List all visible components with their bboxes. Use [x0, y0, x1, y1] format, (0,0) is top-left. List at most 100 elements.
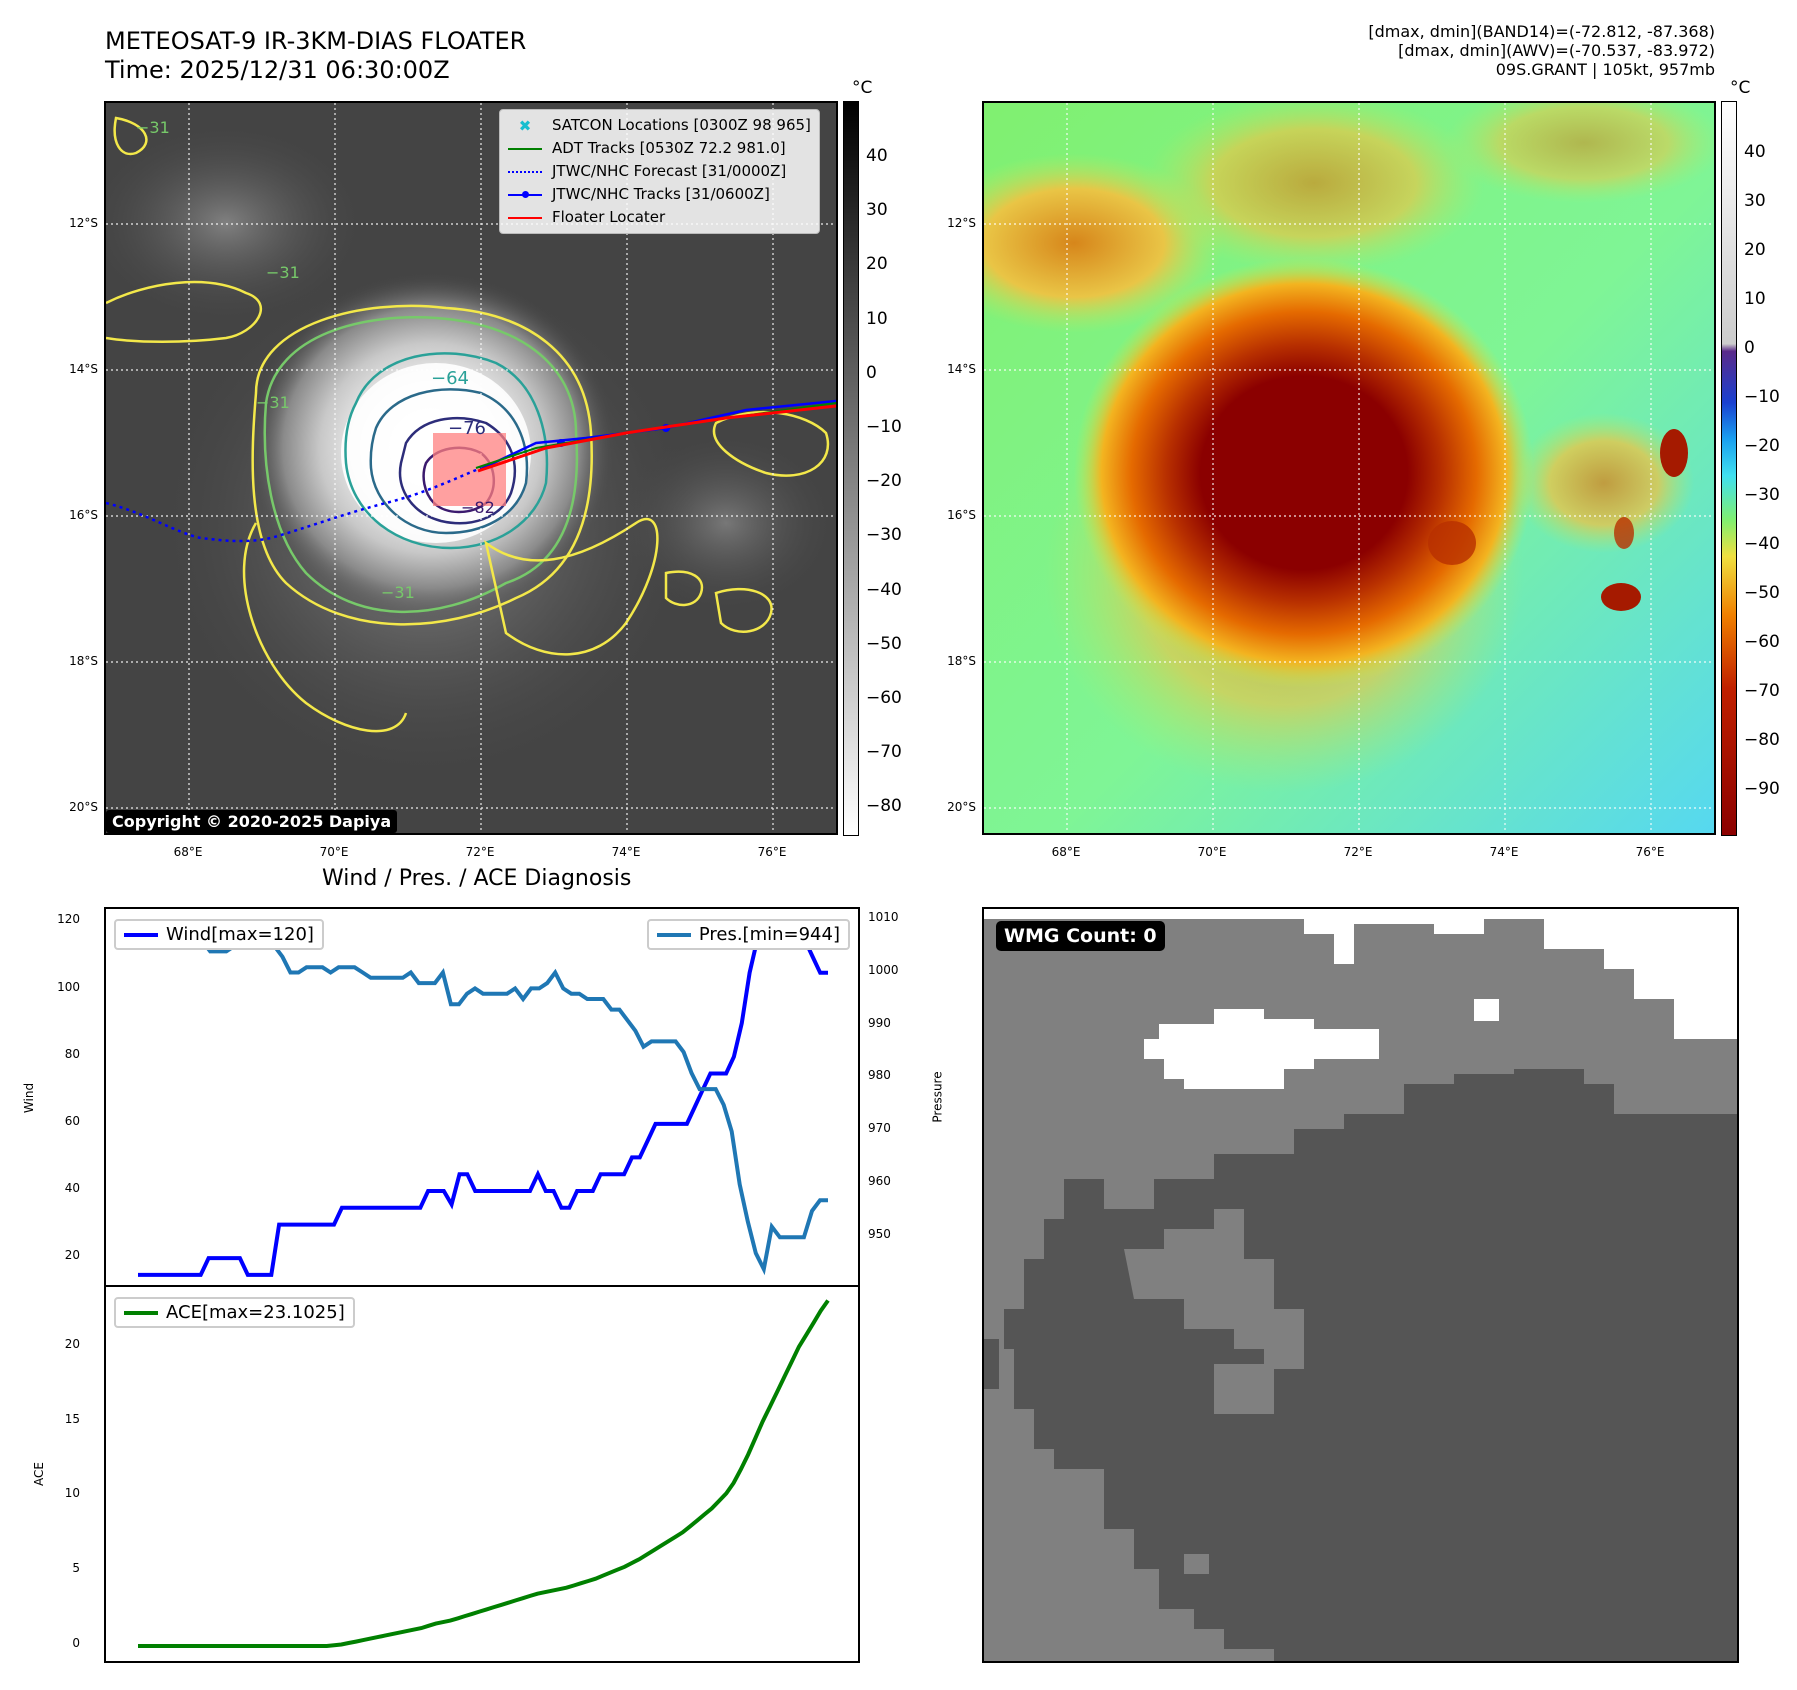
- ir-colorbar-tick: 0: [866, 362, 877, 383]
- pres-legend-label: Pres.[min=944]: [698, 924, 840, 945]
- color-colorbar-tick: −20: [1744, 436, 1780, 456]
- contour-label: −31: [266, 263, 300, 282]
- wind-pres-panel: Wind[max=120] Pres.[min=944]: [104, 907, 860, 1287]
- lon-tick-label: 74°E: [1489, 845, 1519, 859]
- pressure-ytick-label: 960: [868, 1174, 891, 1189]
- pressure-ytick-label: 980: [868, 1068, 891, 1083]
- contour-label: −31: [136, 118, 170, 137]
- legend-item-adt: ADT Tracks [0530Z 72.2 981.0]: [508, 137, 811, 160]
- lat-tick-label: 12°S: [69, 216, 98, 230]
- color-map-image: [984, 103, 1714, 833]
- color-colorbar-tick: −10: [1744, 387, 1780, 407]
- color-colorbar-tick: −50: [1744, 583, 1780, 603]
- ace-line-icon: [124, 1310, 158, 1315]
- wind-ytick-label: 100: [57, 979, 80, 994]
- x-marker-icon: ✖: [518, 116, 532, 135]
- color-colorbar-tick: 20: [1744, 240, 1766, 260]
- ace-ytick-label: 10: [64, 1486, 80, 1501]
- color-colorbar-tick: 0: [1744, 338, 1755, 358]
- legend-item-forecast: JTWC/NHC Forecast [31/0000Z]: [508, 160, 811, 183]
- wind-ytick-label: 40: [64, 1181, 80, 1195]
- color-colorbar-tick: −40: [1744, 534, 1780, 554]
- ace-ytick-label: 0: [72, 1636, 80, 1651]
- contour-label: −31: [381, 583, 415, 602]
- wind-ytick-label: 60: [64, 1113, 80, 1128]
- legend-label: SATCON Locations [0300Z 98 965]: [552, 116, 811, 134]
- ir-colorbar-tick: 40: [866, 146, 888, 166]
- lat-tick-label: 18°S: [947, 654, 976, 668]
- pressure-ytick-label: 990: [868, 1015, 891, 1030]
- ir-colorbar-tick: −10: [866, 417, 902, 437]
- color-colorbar-tick: 30: [1744, 191, 1766, 211]
- ace-ytick-label: 5: [72, 1561, 80, 1576]
- wind-ytick-label: 120: [57, 912, 80, 927]
- legend-label: JTWC/NHC Forecast [31/0000Z]: [552, 162, 787, 180]
- contour-label: −82: [461, 498, 495, 517]
- color-colorbar-tick: 10: [1744, 289, 1766, 309]
- wmg-panel: WMG Count: 0: [982, 907, 1739, 1663]
- ace-plot: [138, 1299, 830, 1648]
- title-line1: METEOSAT-9 IR-3KM-DIAS FLOATER: [105, 27, 527, 55]
- ir-colorbar-unit: °C: [852, 78, 873, 98]
- contour-label: −64: [431, 368, 469, 389]
- lon-tick-label: 72°E: [465, 845, 495, 859]
- ir-colorbar-tick: −70: [866, 742, 902, 763]
- ir-colorbar-tick: −50: [866, 633, 902, 654]
- copyright-badge: Copyright © 2020-2025 Dapiya: [106, 810, 398, 833]
- solid-line-icon: [508, 142, 542, 156]
- pressure-ytick-label: 1010: [868, 909, 899, 924]
- ace-ytick-label: 20: [64, 1336, 80, 1351]
- legend-label: JTWC/NHC Tracks [31/0600Z]: [552, 185, 770, 203]
- ace-panel: ACE[max=23.1025]: [104, 1285, 860, 1663]
- lat-tick-label: 18°S: [69, 654, 98, 668]
- pres-legend: Pres.[min=944]: [646, 919, 850, 950]
- lon-tick-label: 70°E: [1197, 845, 1227, 859]
- lon-tick-label: 74°E: [611, 845, 641, 859]
- ir-colorbar-tick: −20: [866, 471, 902, 492]
- storm-info: [dmax, dmin](BAND14)=(-72.812, -87.368) …: [1368, 22, 1715, 79]
- color-colorbar-tick: 40: [1744, 142, 1766, 162]
- lat-tick-label: 12°S: [947, 216, 976, 230]
- wmg-image: [984, 909, 1737, 1661]
- lon-tick-label: 76°E: [757, 845, 787, 859]
- lon-tick-label: 76°E: [1635, 845, 1665, 859]
- legend-item-floater: Floater Locater: [508, 206, 811, 229]
- color-colorbar-tick: −90: [1744, 779, 1780, 799]
- map-legend: ✖ SATCON Locations [0300Z 98 965] ADT Tr…: [499, 109, 820, 234]
- wind-pres-plot: [138, 919, 828, 1277]
- wind-series-line: [138, 919, 828, 1277]
- dotted-line-icon: [508, 165, 542, 179]
- pres-line-icon: [656, 932, 691, 937]
- color-colorbar-tick: −80: [1744, 730, 1780, 750]
- lat-tick-label: 16°S: [947, 508, 976, 522]
- color-colorbar-unit: °C: [1730, 78, 1751, 98]
- ace-axis-label: ACE: [31, 1462, 46, 1486]
- pressure-ytick-label: 1000: [868, 962, 899, 977]
- ir-colorbar-tick: −60: [866, 688, 902, 708]
- wind-legend-label: Wind[max=120]: [166, 924, 314, 945]
- legend-label: Floater Locater: [552, 208, 666, 226]
- lat-tick-label: 14°S: [69, 362, 98, 376]
- lat-tick-label: 16°S: [69, 508, 98, 522]
- lon-tick-label: 68°E: [1051, 845, 1081, 859]
- color-colorbar-tick: −70: [1744, 681, 1780, 701]
- wind-axis-label: Wind: [22, 1082, 37, 1114]
- lon-tick-label: 70°E: [319, 845, 349, 859]
- wind-ytick-label: 80: [64, 1046, 80, 1061]
- ir-colorbar-tick: 30: [866, 200, 888, 221]
- ir-colorbar-tick: −40: [866, 579, 902, 600]
- color-colorbar: [1721, 101, 1737, 836]
- lat-tick-label: 20°S: [947, 800, 976, 814]
- info-line1: [dmax, dmin](BAND14)=(-72.812, -87.368): [1368, 22, 1715, 41]
- wmg-count-badge: WMG Count: 0: [996, 921, 1165, 951]
- color-map-panel: [982, 101, 1716, 835]
- pressure-series-line: [138, 922, 828, 1276]
- legend-item-satcon: ✖ SATCON Locations [0300Z 98 965]: [508, 114, 811, 137]
- contour-label: −76: [448, 418, 486, 439]
- ace-series-line: [138, 1299, 830, 1648]
- figure-title: METEOSAT-9 IR-3KM-DIAS FLOATER Time: 202…: [105, 27, 526, 85]
- ir-colorbar-tick: −30: [866, 525, 902, 546]
- ir-colorbar-tick: 10: [866, 308, 888, 329]
- diagnosis-title: Wind / Pres. / ACE Diagnosis: [322, 866, 632, 891]
- legend-item-tracks: JTWC/NHC Tracks [31/0600Z]: [508, 183, 811, 206]
